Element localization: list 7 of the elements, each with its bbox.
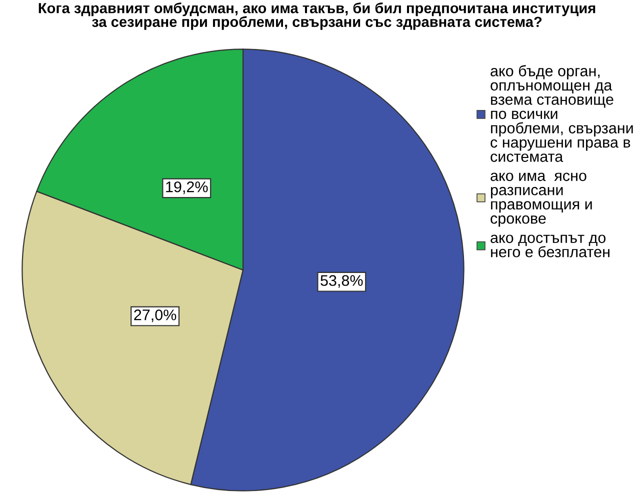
data-label: 53,8% bbox=[320, 275, 363, 288]
legend-label: ако бъде орган, оплъномощен да взема становище по всички проблеми, свързани с нарушени права в системата bbox=[490, 65, 633, 162]
chart-title: Кога здравният омбудсман, ако има такъв, би бил предпочитана институция за сезиране при проблеми, свързани със здравната система? bbox=[38, 2, 596, 30]
legend-label: ако има ясно разписани правомощия и срокове bbox=[490, 172, 592, 227]
data-label: 27,0% bbox=[134, 310, 176, 322]
legend-label: ако достъпът до него е безплатен bbox=[490, 234, 610, 258]
data-label: 19,2% bbox=[166, 181, 208, 194]
